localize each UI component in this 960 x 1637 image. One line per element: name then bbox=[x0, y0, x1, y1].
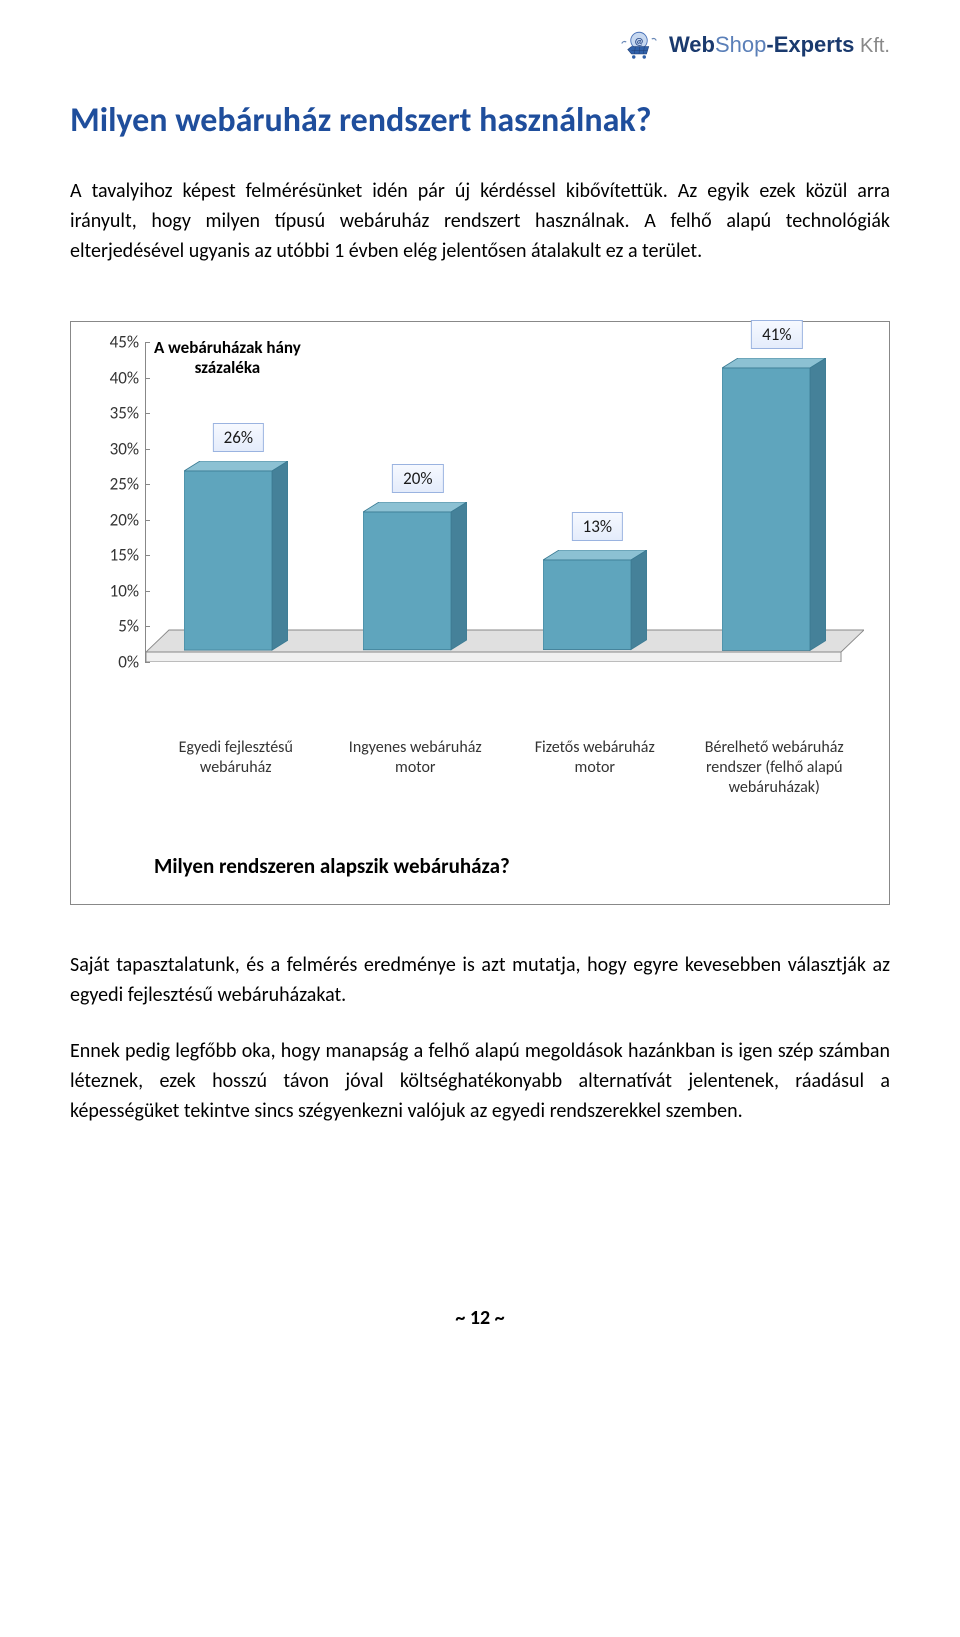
bar: 13% bbox=[543, 550, 647, 652]
page-number: ~ 12 ~ bbox=[70, 1306, 890, 1330]
logo-text: WebShop-Experts Kft. bbox=[669, 32, 890, 58]
bar-value-label: 26% bbox=[213, 423, 264, 452]
y-tick-label: 15% bbox=[110, 545, 139, 566]
y-tick-label: 20% bbox=[110, 509, 139, 530]
bar-value-label: 41% bbox=[751, 320, 802, 349]
bar: 20% bbox=[363, 502, 467, 652]
x-axis-label: Fizetős webáruházmotor bbox=[505, 738, 685, 798]
x-axis-label: Ingyenes webáruházmotor bbox=[326, 738, 506, 798]
y-tick-label: 30% bbox=[110, 438, 139, 459]
y-axis: 0%5%10%15%20%25%30%35%40%45% bbox=[96, 342, 146, 662]
x-axis-labels: Egyedi fejlesztésűwebáruházIngyenes webá… bbox=[146, 738, 864, 798]
header-logo: @ WebShop-Experts Kft. bbox=[70, 30, 890, 60]
y-tick-label: 40% bbox=[110, 367, 139, 388]
y-tick-label: 45% bbox=[110, 332, 139, 353]
y-tick-label: 0% bbox=[118, 652, 139, 673]
page-title: Milyen webáruház rendszert használnak? bbox=[70, 100, 890, 141]
paragraph-2: Saját tapasztalatunk, és a felmérés ered… bbox=[70, 950, 890, 1010]
cart-at-icon: @ bbox=[619, 30, 659, 60]
bar-value-label: 13% bbox=[572, 512, 623, 541]
bar-chart: 0% 5% 10% 15% 20% 25% 30% 35% 40% 45% A webáruház… bbox=[70, 321, 890, 905]
paragraph-3: Ennek pedig legfőbb oka, hogy manapság a… bbox=[70, 1036, 890, 1126]
bar: 41% bbox=[722, 358, 826, 652]
chart-caption: Milyen rendszeren alapszik webáruháza? bbox=[154, 853, 864, 879]
bar: 26% bbox=[184, 461, 288, 652]
y-tick-label: 25% bbox=[110, 474, 139, 495]
plot-area: A webáruházak hány százaléka 26% 20% bbox=[146, 342, 864, 662]
x-axis-label: Egyedi fejlesztésűwebáruház bbox=[146, 738, 326, 798]
y-tick-label: 5% bbox=[118, 616, 139, 637]
x-axis-label: Bérelhető webáruházrendszer (felhő alapú… bbox=[685, 738, 865, 798]
y-tick-label: 35% bbox=[110, 403, 139, 424]
intro-paragraph: A tavalyihoz képest felmérésünket idén p… bbox=[70, 176, 890, 266]
svg-text:@: @ bbox=[634, 34, 643, 47]
bar-value-label: 20% bbox=[392, 464, 443, 493]
y-tick-label: 10% bbox=[110, 580, 139, 601]
